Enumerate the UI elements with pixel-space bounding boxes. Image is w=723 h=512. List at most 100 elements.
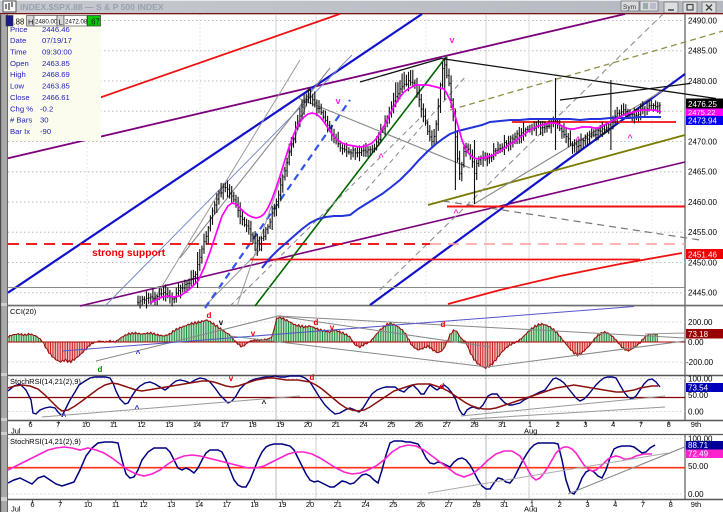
svg-text:High: High xyxy=(10,70,26,79)
svg-text:Price: Price xyxy=(10,25,28,34)
svg-text:v: v xyxy=(330,323,335,332)
svg-text:Jul: Jul xyxy=(11,505,21,512)
svg-text:1: 1 xyxy=(530,500,534,509)
svg-text:2472.08: 2472.08 xyxy=(65,19,88,26)
svg-text:13: 13 xyxy=(167,500,175,509)
svg-text:2446.46: 2446.46 xyxy=(42,25,70,34)
svg-text:6: 6 xyxy=(30,500,34,509)
svg-text:-200.00: -200.00 xyxy=(686,358,714,367)
svg-text:14: 14 xyxy=(195,500,203,509)
svg-text:50.00: 50.00 xyxy=(688,391,709,400)
svg-text:9th: 9th xyxy=(691,420,701,429)
svg-text:2485.00: 2485.00 xyxy=(688,47,717,56)
svg-text:0.00: 0.00 xyxy=(688,407,704,416)
svg-text:2460.00: 2460.00 xyxy=(688,198,717,207)
svg-text:07/19/17: 07/19/17 xyxy=(42,36,72,45)
svg-text:17: 17 xyxy=(223,500,231,509)
svg-text:d: d xyxy=(441,320,446,329)
svg-text:27: 27 xyxy=(445,500,453,509)
svg-text:26: 26 xyxy=(417,500,425,509)
svg-text:88.71: 88.71 xyxy=(688,441,709,450)
svg-text:31: 31 xyxy=(500,500,508,509)
svg-text:09:30:00: 09:30:00 xyxy=(42,48,72,57)
svg-text:2451.46: 2451.46 xyxy=(688,250,717,259)
svg-text:100.00: 100.00 xyxy=(688,374,713,383)
svg-text:1: 1 xyxy=(528,420,532,429)
svg-text:31: 31 xyxy=(498,420,506,429)
svg-text:17: 17 xyxy=(221,420,229,429)
svg-text:d: d xyxy=(207,311,212,320)
svg-text:200.00: 200.00 xyxy=(688,318,713,327)
svg-text:2465.00: 2465.00 xyxy=(688,168,717,177)
svg-text:26: 26 xyxy=(415,420,423,429)
svg-text:24: 24 xyxy=(361,500,369,509)
svg-text:Aug: Aug xyxy=(524,505,537,512)
svg-text:2: 2 xyxy=(558,500,562,509)
svg-text:d: d xyxy=(440,382,445,391)
svg-text:StochRSI(14,21(2),9): StochRSI(14,21(2),9) xyxy=(10,377,81,386)
svg-text:14: 14 xyxy=(193,420,201,429)
svg-text:d: d xyxy=(98,365,103,374)
svg-text:^: ^ xyxy=(136,349,141,358)
svg-text:18: 18 xyxy=(250,500,258,509)
svg-text:v: v xyxy=(449,35,454,45)
svg-text:Close: Close xyxy=(10,93,30,102)
svg-text:Time: Time xyxy=(10,48,27,57)
svg-text:v: v xyxy=(251,329,256,338)
svg-text:^: ^ xyxy=(453,208,459,218)
svg-text:Chg %: Chg % xyxy=(10,104,33,113)
svg-text:StochRSI(14,21(2),9): StochRSI(14,21(2),9) xyxy=(10,437,81,446)
svg-text:2468.69: 2468.69 xyxy=(42,70,70,79)
svg-text:^: ^ xyxy=(135,404,140,413)
svg-text:2463.85: 2463.85 xyxy=(42,82,70,91)
svg-text:-0.2: -0.2 xyxy=(40,104,53,113)
svg-text:7: 7 xyxy=(641,500,645,509)
svg-text:73.54: 73.54 xyxy=(688,384,709,393)
svg-text:6: 6 xyxy=(28,420,32,429)
svg-text:^: ^ xyxy=(378,152,384,162)
svg-text:2490.00: 2490.00 xyxy=(688,16,717,25)
svg-text:20: 20 xyxy=(304,420,312,429)
svg-text:24: 24 xyxy=(359,420,367,429)
svg-text:12: 12 xyxy=(137,420,145,429)
svg-text:H: H xyxy=(28,17,33,26)
svg-text:L: L xyxy=(59,17,63,26)
svg-text:21: 21 xyxy=(332,420,340,429)
svg-text:^: ^ xyxy=(627,133,633,143)
svg-text:19: 19 xyxy=(276,420,284,429)
svg-text:2473.94: 2473.94 xyxy=(688,117,717,126)
svg-text:# Bars: # Bars xyxy=(10,116,32,125)
svg-text:Date: Date xyxy=(10,36,26,45)
svg-text:12: 12 xyxy=(139,500,147,509)
svg-text:2455.00: 2455.00 xyxy=(688,228,717,237)
svg-text:-90: -90 xyxy=(40,127,51,136)
svg-text:11: 11 xyxy=(112,500,120,509)
svg-text:v: v xyxy=(229,374,234,383)
svg-text:50.00: 50.00 xyxy=(688,462,709,471)
svg-text:73.18: 73.18 xyxy=(688,330,709,339)
svg-text:2450.00: 2450.00 xyxy=(688,258,717,267)
svg-text:^: ^ xyxy=(484,154,490,164)
svg-text:4: 4 xyxy=(611,420,615,429)
svg-text:3: 3 xyxy=(585,500,589,509)
svg-text:100.00: 100.00 xyxy=(688,434,713,443)
svg-text:72.49: 72.49 xyxy=(688,450,709,459)
svg-text:2480.00: 2480.00 xyxy=(35,19,58,26)
svg-text:Sym: Sym xyxy=(623,4,636,11)
svg-text:.88: .88 xyxy=(14,17,25,26)
svg-text:2: 2 xyxy=(556,420,560,429)
svg-text:7: 7 xyxy=(639,420,643,429)
svg-text:^: ^ xyxy=(575,135,581,145)
svg-text:d: d xyxy=(310,373,315,382)
svg-text:28: 28 xyxy=(472,500,480,509)
svg-text:25: 25 xyxy=(389,500,397,509)
svg-text:d: d xyxy=(314,318,319,327)
svg-text:11: 11 xyxy=(110,420,118,429)
svg-text:2480.00: 2480.00 xyxy=(688,77,717,86)
svg-text:20: 20 xyxy=(306,500,314,509)
svg-text:Jul: Jul xyxy=(11,427,21,436)
svg-text:strong support: strong support xyxy=(92,248,166,259)
svg-text:2466.61: 2466.61 xyxy=(42,93,70,102)
svg-text:v: v xyxy=(335,96,340,106)
svg-text:25: 25 xyxy=(387,420,395,429)
